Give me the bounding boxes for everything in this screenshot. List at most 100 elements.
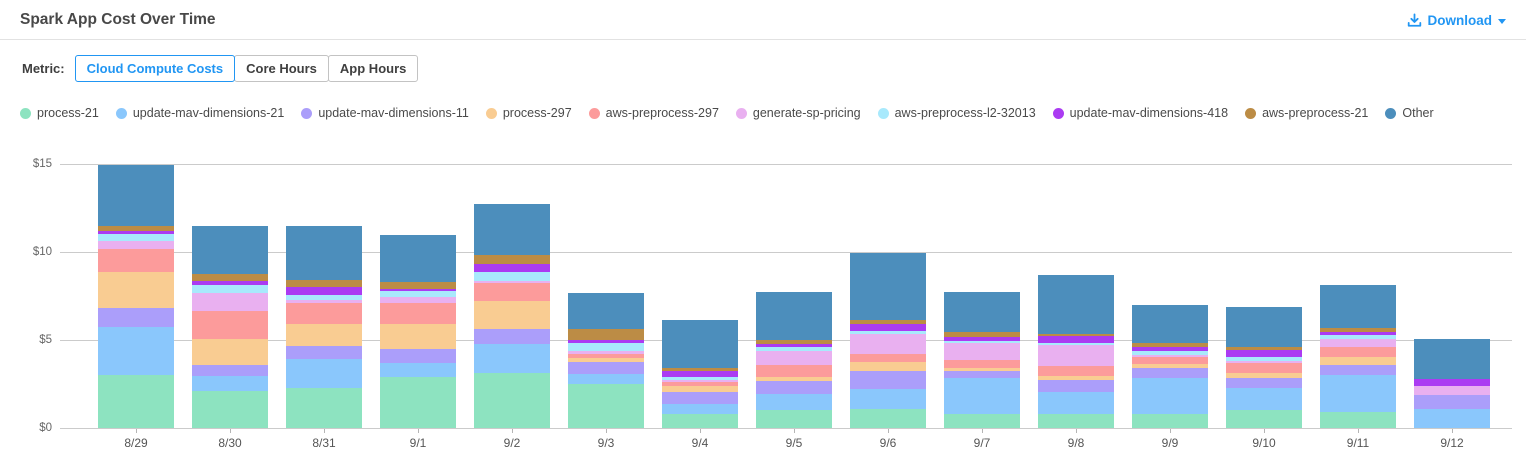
bar-segment[interactable] xyxy=(286,225,362,280)
bar-segment[interactable] xyxy=(1320,375,1396,412)
bar-segment[interactable] xyxy=(1320,328,1396,333)
bar-segment[interactable] xyxy=(850,252,926,321)
bar-segment[interactable] xyxy=(1226,362,1302,373)
bar-segment[interactable] xyxy=(1226,346,1302,351)
bar-segment[interactable] xyxy=(568,357,644,363)
bar-segment[interactable] xyxy=(380,291,456,297)
bar-segment[interactable] xyxy=(568,373,644,385)
bar-segment[interactable] xyxy=(474,344,550,373)
bar-segment[interactable] xyxy=(850,334,926,355)
bar-group-9-2[interactable] xyxy=(474,203,550,428)
bar-segment[interactable] xyxy=(944,359,1020,369)
bar-segment[interactable] xyxy=(286,358,362,389)
bar-group-9-8[interactable] xyxy=(1038,274,1114,428)
bar-segment[interactable] xyxy=(1038,274,1114,334)
bar-group-9-10[interactable] xyxy=(1226,306,1302,428)
bar-segment[interactable] xyxy=(1132,413,1208,428)
bar-group-9-9[interactable] xyxy=(1132,305,1208,428)
legend-item[interactable]: generate-sp-pricing xyxy=(735,106,861,120)
bar-segment[interactable] xyxy=(380,296,456,304)
metric-option-cloud-compute-costs[interactable]: Cloud Compute Costs xyxy=(74,55,236,82)
legend-item[interactable]: process-21 xyxy=(20,106,99,120)
bar-segment[interactable] xyxy=(192,284,268,293)
bar-segment[interactable] xyxy=(1320,284,1396,329)
legend-item[interactable]: update-mav-dimensions-418 xyxy=(1052,106,1228,120)
bar-segment[interactable] xyxy=(662,370,738,378)
bar-segment[interactable] xyxy=(474,271,550,281)
bar-segment[interactable] xyxy=(756,350,832,366)
bar-segment[interactable] xyxy=(662,381,738,387)
bar-segment[interactable] xyxy=(944,378,1020,414)
metric-option-core-hours[interactable]: Core Hours xyxy=(234,55,329,82)
bar-segment[interactable] xyxy=(380,235,456,282)
bar-group-9-3[interactable] xyxy=(568,293,644,428)
bar-segment[interactable] xyxy=(192,225,268,274)
bar-segment[interactable] xyxy=(944,291,1020,333)
bar-group-9-6[interactable] xyxy=(850,252,926,428)
bar-segment[interactable] xyxy=(98,271,174,308)
bar-segment[interactable] xyxy=(1320,332,1396,335)
legend-item[interactable]: aws-preprocess-21 xyxy=(1245,106,1368,120)
bar-segment[interactable] xyxy=(98,226,174,232)
bar-segment[interactable] xyxy=(1320,346,1396,358)
bar-segment[interactable] xyxy=(850,389,926,409)
bar-segment[interactable] xyxy=(1226,357,1302,361)
bar-segment[interactable] xyxy=(286,300,362,304)
bar-segment[interactable] xyxy=(1226,410,1302,428)
bar-segment[interactable] xyxy=(98,326,174,376)
bar-segment[interactable] xyxy=(1038,375,1114,380)
bar-segment[interactable] xyxy=(192,375,268,392)
bar-segment[interactable] xyxy=(568,339,644,344)
bar-segment[interactable] xyxy=(944,370,1020,379)
bar-segment[interactable] xyxy=(756,340,832,345)
bar-segment[interactable] xyxy=(568,351,644,354)
bar-segment[interactable] xyxy=(380,376,456,428)
bar-segment[interactable] xyxy=(1132,368,1208,378)
bar-segment[interactable] xyxy=(662,377,738,380)
bar-segment[interactable] xyxy=(756,344,832,347)
bar-segment[interactable] xyxy=(474,203,550,255)
bar-segment[interactable] xyxy=(380,281,456,290)
bar-segment[interactable] xyxy=(286,303,362,324)
bar-segment[interactable] xyxy=(192,273,268,281)
bar-segment[interactable] xyxy=(474,372,550,428)
bar-segment[interactable] xyxy=(662,319,738,369)
bar-segment[interactable] xyxy=(1132,351,1208,356)
bar-segment[interactable] xyxy=(756,365,832,377)
bar-segment[interactable] xyxy=(756,376,832,382)
bar-segment[interactable] xyxy=(98,241,174,249)
bar-segment[interactable] xyxy=(98,307,174,327)
bar-group-9-1[interactable] xyxy=(380,235,456,428)
bar-segment[interactable] xyxy=(662,413,738,428)
bar-segment[interactable] xyxy=(944,336,1020,341)
bar-segment[interactable] xyxy=(756,393,832,410)
bar-segment[interactable] xyxy=(286,287,362,295)
bar-segment[interactable] xyxy=(192,339,268,366)
bar-group-9-7[interactable] xyxy=(944,291,1020,428)
bar-segment[interactable] xyxy=(568,362,644,374)
bar-segment[interactable] xyxy=(850,408,926,428)
bar-segment[interactable] xyxy=(1226,377,1302,388)
bar-segment[interactable] xyxy=(1038,379,1114,393)
bar-segment[interactable] xyxy=(98,375,174,428)
bar-group-8-30[interactable] xyxy=(192,225,268,428)
bar-segment[interactable] xyxy=(944,342,1020,360)
legend-item[interactable]: update-mav-dimensions-11 xyxy=(301,106,469,120)
bar-segment[interactable] xyxy=(1038,342,1114,346)
bar-segment[interactable] xyxy=(756,291,832,341)
bar-group-9-4[interactable] xyxy=(662,319,738,428)
legend-item[interactable]: Other xyxy=(1385,106,1434,120)
bar-segment[interactable] xyxy=(1038,392,1114,414)
bar-segment[interactable] xyxy=(286,294,362,301)
bar-segment[interactable] xyxy=(568,384,644,428)
bar-segment[interactable] xyxy=(756,409,832,428)
bar-segment[interactable] xyxy=(380,303,456,325)
bar-segment[interactable] xyxy=(944,340,1020,343)
bar-segment[interactable] xyxy=(944,368,1020,371)
bar-segment[interactable] xyxy=(850,324,926,332)
bar-segment[interactable] xyxy=(98,248,174,272)
bar-segment[interactable] xyxy=(662,392,738,404)
bar-segment[interactable] xyxy=(380,362,456,377)
bar-segment[interactable] xyxy=(568,343,644,352)
bar-segment[interactable] xyxy=(1038,333,1114,337)
